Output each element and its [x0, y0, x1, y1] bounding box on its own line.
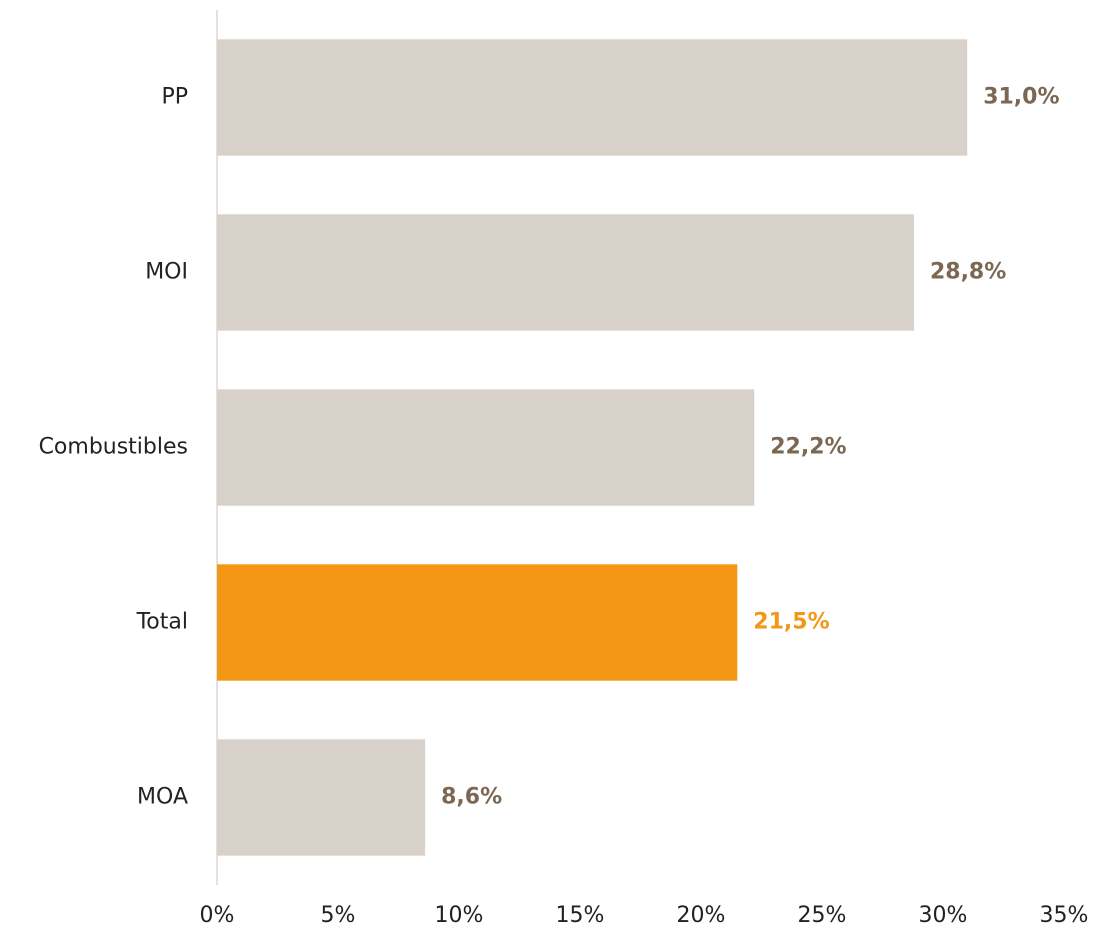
x-tick-label: 0% [200, 903, 235, 928]
y-tick-label: Total [136, 610, 188, 635]
y-tick-label: PP [161, 85, 188, 110]
y-tick-label: Combustibles [39, 435, 188, 460]
y-tick-label: MOA [137, 785, 188, 810]
bar [217, 389, 755, 506]
x-tick-label: 30% [919, 903, 968, 928]
bar [217, 564, 738, 681]
value-label: 31,0% [983, 85, 1059, 110]
x-tick-label: 35% [1040, 903, 1089, 928]
y-tick-label: MOI [145, 260, 188, 285]
value-label: 22,2% [770, 435, 846, 460]
x-tick-label: 10% [435, 903, 484, 928]
bar [217, 214, 914, 331]
value-label: 21,5% [753, 610, 829, 635]
value-label: 28,8% [930, 260, 1006, 285]
bar [217, 739, 426, 856]
x-tick-label: 25% [798, 903, 847, 928]
bar [217, 39, 968, 156]
x-tick-label: 15% [556, 903, 605, 928]
x-tick-label: 5% [321, 903, 356, 928]
value-label: 8,6% [441, 785, 502, 810]
x-tick-label: 20% [677, 903, 726, 928]
